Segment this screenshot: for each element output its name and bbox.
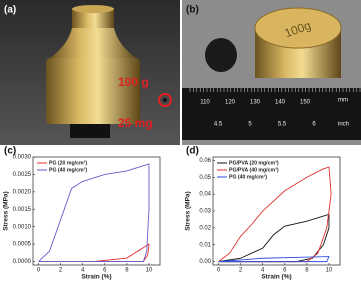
ruler-label: 6 xyxy=(312,122,316,128)
y-tick-label: 0.04 xyxy=(199,192,211,198)
series-line xyxy=(218,166,332,263)
series-line xyxy=(218,213,330,263)
y-tick-label: 0.0025 xyxy=(13,172,32,178)
x-tick-label: 8 xyxy=(125,268,129,274)
panel-label: (d) xyxy=(186,146,199,157)
x-tick-label: 6 xyxy=(103,268,107,274)
ruler-label: 150 xyxy=(300,100,311,106)
y-tick-label: 0.0015 xyxy=(13,207,32,213)
x-tick-label: 6 xyxy=(283,268,287,274)
x-tick-label: 10 xyxy=(146,268,153,274)
ruler-unit: inch xyxy=(338,122,349,128)
y-axis-label: Stress (MPa) xyxy=(185,191,192,230)
series-line xyxy=(38,243,150,262)
x-axis-label: Strain (%) xyxy=(81,274,111,281)
x-tick-label: 8 xyxy=(305,268,309,274)
panel-label: (a) xyxy=(4,5,16,16)
y-tick-label: 0.00 xyxy=(199,259,211,265)
ruler-label: 4.5 xyxy=(214,122,223,128)
ruler-label: 120 xyxy=(225,100,236,106)
x-axis-label: Strain (%) xyxy=(261,274,291,281)
y-tick-label: 0.0030 xyxy=(13,155,32,161)
weight-label: 25 mg xyxy=(118,116,153,130)
y-tick-label: 0.0000 xyxy=(13,259,32,265)
ruler-label: 5 xyxy=(248,122,252,128)
legend-label: PG/PVA (40 mg/cm³) xyxy=(229,167,279,173)
series-line xyxy=(218,256,330,263)
plot-frame xyxy=(32,156,161,266)
x-tick-label: 10 xyxy=(326,268,333,274)
x-tick-label: 0 xyxy=(217,268,221,274)
y-tick-label: 0.0020 xyxy=(13,189,32,195)
x-tick-label: 2 xyxy=(239,268,243,274)
legend-label: PG (40 mg/cm³) xyxy=(229,174,267,180)
series-line xyxy=(38,163,150,262)
ruler-label: 110 xyxy=(200,100,210,106)
x-tick-label: 2 xyxy=(59,268,63,274)
y-tick-label: 0.05 xyxy=(199,175,211,181)
y-tick-label: 0.03 xyxy=(199,209,211,215)
ruler-unit: mm xyxy=(338,98,348,104)
photo-b: 100g (b) 110 120 130 140 150 mm4.5 5 5.5 6 inch xyxy=(182,0,361,145)
y-axis-label: Stress (MPa) xyxy=(3,191,10,230)
ruler-label: 140 xyxy=(275,100,286,106)
y-tick-label: 0.0005 xyxy=(13,242,32,248)
legend-label: PG (40 mg/cm³) xyxy=(49,167,87,173)
y-tick-label: 0.02 xyxy=(199,225,211,231)
photo-a: (a) 100 g 25 mg xyxy=(0,0,180,145)
weight-label: 100 g xyxy=(118,75,149,89)
panel-label: (c) xyxy=(4,146,16,157)
x-tick-label: 4 xyxy=(81,268,85,274)
legend-label: PG (20 mg/cm³) xyxy=(49,160,87,166)
legend-label: PG/PVA (20 mg/cm³) xyxy=(229,160,279,166)
x-tick-label: 0 xyxy=(37,268,41,274)
ruler-label: 5.5 xyxy=(278,122,287,128)
ruler-label: 130 xyxy=(250,100,261,106)
y-tick-label: 0.0010 xyxy=(13,224,32,230)
ruler: 110 120 130 140 150 mm 4.5 5 5.5 6 inch xyxy=(189,88,361,128)
y-tick-label: 0.06 xyxy=(199,158,211,164)
x-tick-label: 4 xyxy=(261,268,265,274)
plot-frame xyxy=(212,156,341,266)
panel-label: (b) xyxy=(186,5,199,16)
y-tick-label: 0.01 xyxy=(199,242,211,248)
